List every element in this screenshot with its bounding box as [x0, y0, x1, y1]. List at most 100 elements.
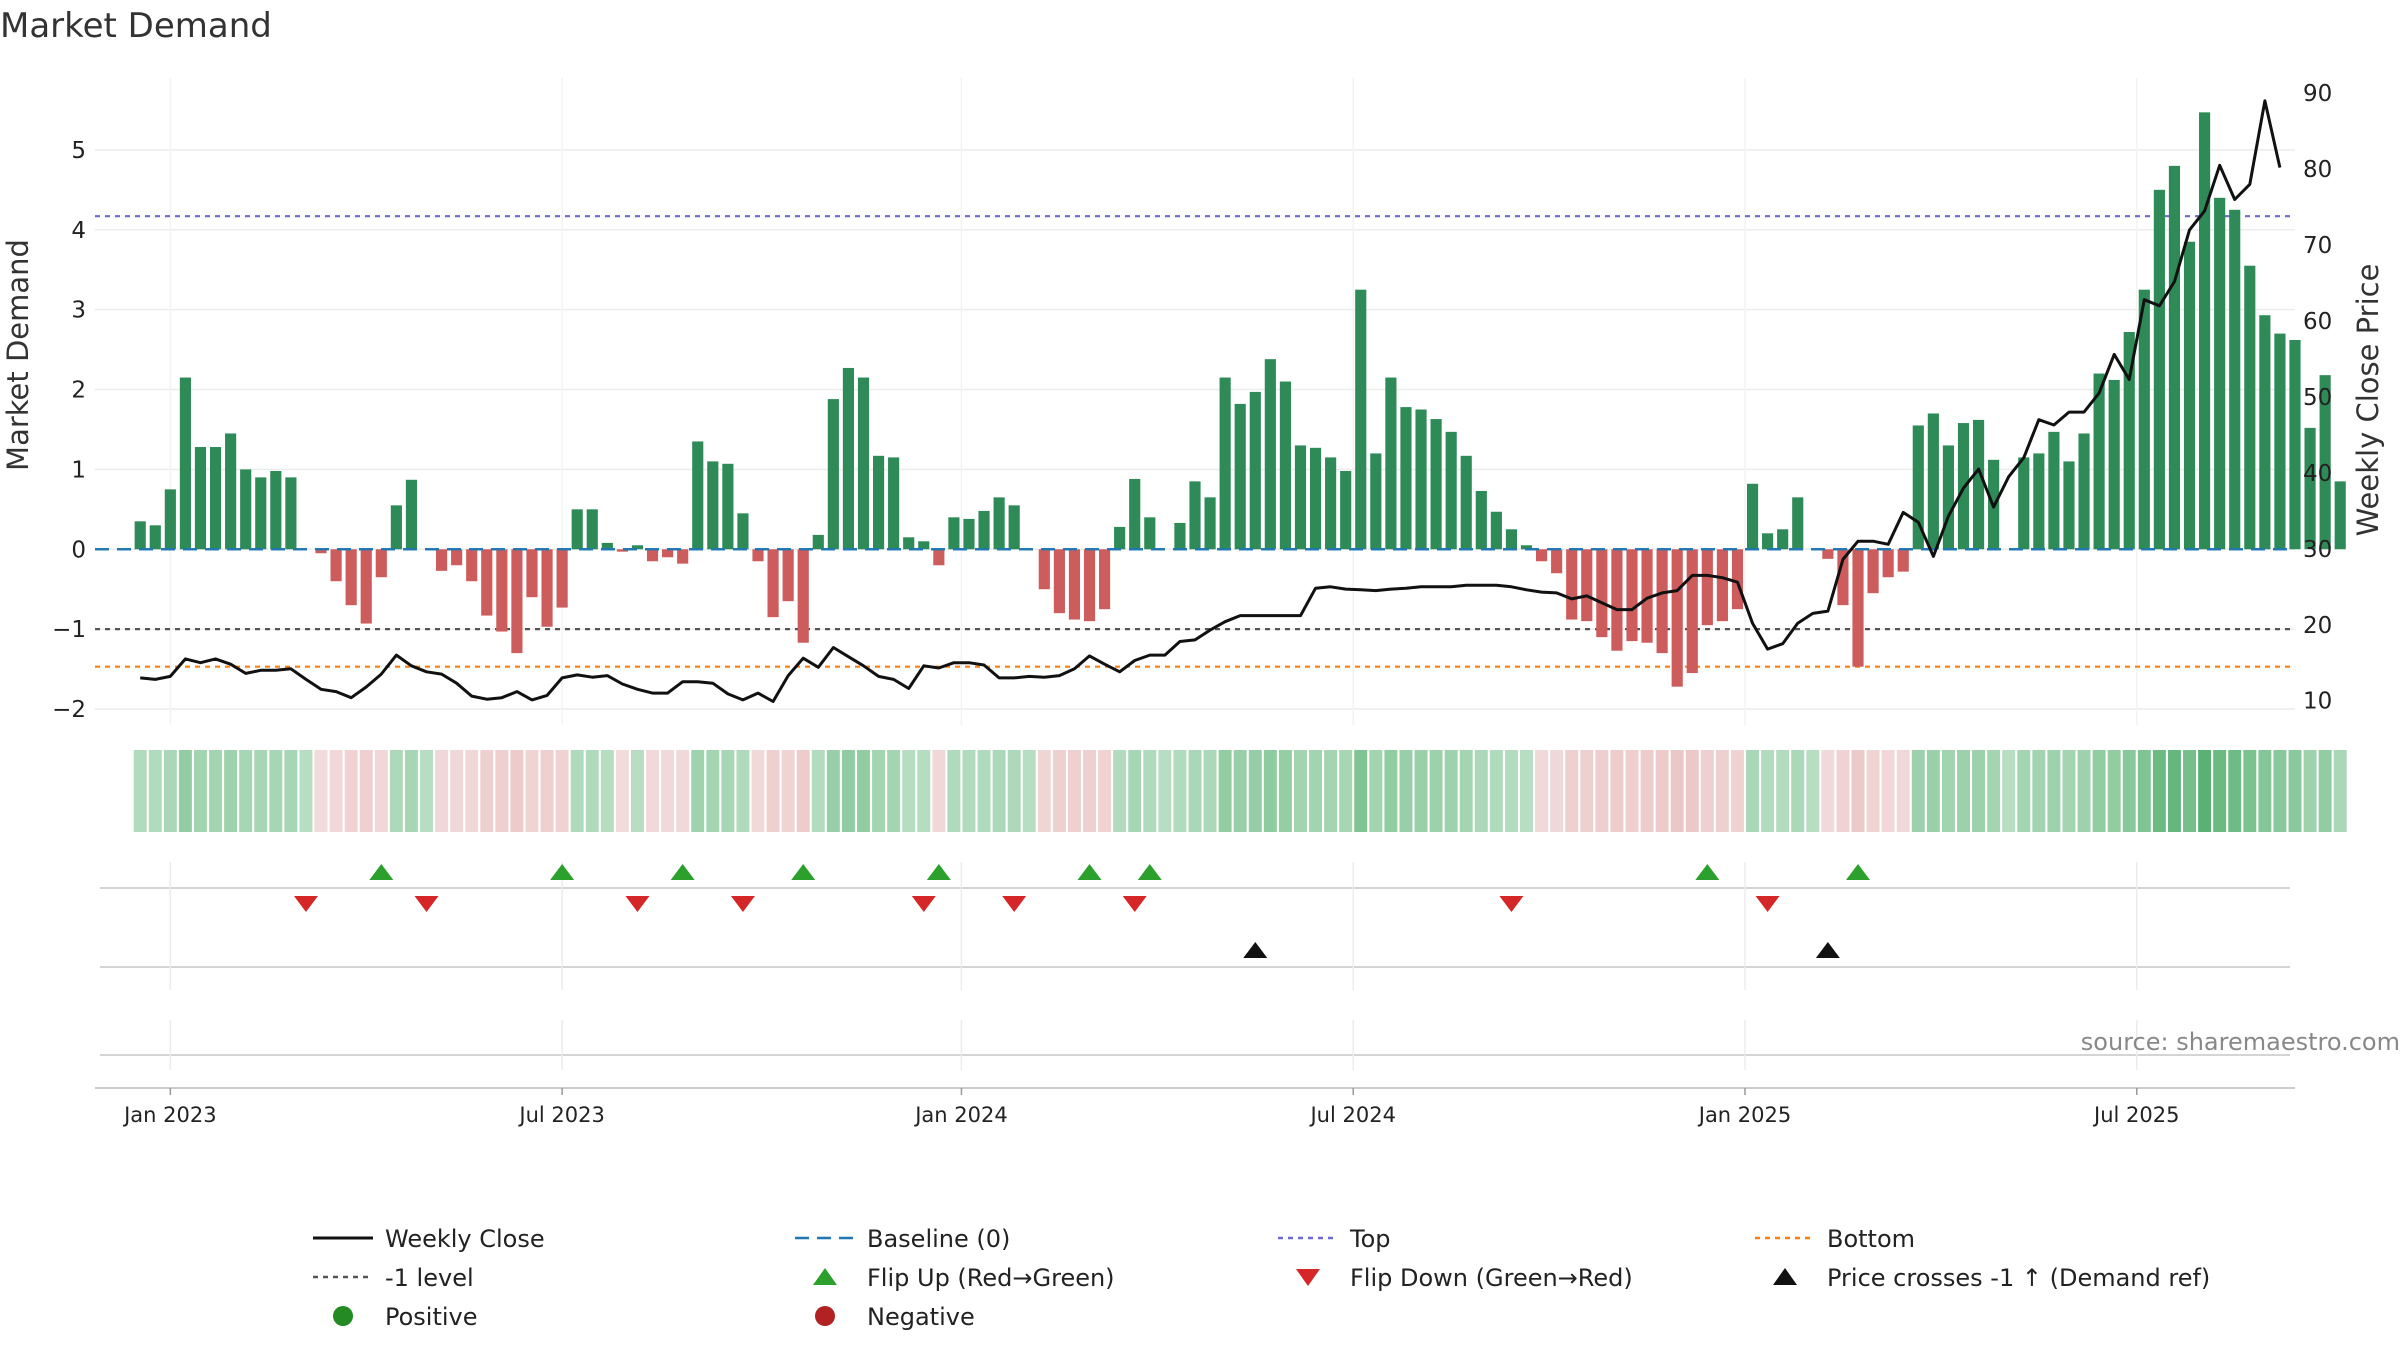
- demand-bar: [1340, 470, 1352, 550]
- demand-bar: [2138, 289, 2150, 550]
- demand-bar: [1882, 549, 1894, 578]
- legend-label: Negative: [867, 1303, 975, 1331]
- demand-bar: [1927, 413, 1939, 550]
- heat-cell: [2017, 750, 2031, 832]
- demand-bar: [2229, 209, 2241, 550]
- heat-cell: [1535, 750, 1549, 832]
- y-tick-label: 1: [71, 457, 86, 483]
- heat-cell: [1324, 750, 1338, 832]
- demand-bar: [1641, 549, 1653, 643]
- heat-cell: [1715, 750, 1729, 832]
- heat-cell: [495, 750, 509, 832]
- legend-item: Negative: [815, 1303, 975, 1331]
- y-tick-label: 3: [71, 298, 86, 324]
- legend: Weekly Close Baseline (0) Top Bottom -1 leve…: [313, 1225, 2210, 1331]
- legend-label: Top: [1349, 1225, 1391, 1253]
- heat-cell: [2333, 750, 2347, 832]
- demand-bar: [2183, 241, 2196, 550]
- heat-cell: [585, 750, 599, 832]
- heat-cell: [480, 750, 494, 832]
- demand-bar: [481, 549, 493, 616]
- flip-down-marker: [625, 896, 650, 912]
- demand-bar: [1731, 549, 1744, 610]
- legend-item: Flip Down (Green→Red): [1296, 1264, 1633, 1292]
- flip-up-marker: [1695, 864, 1720, 880]
- demand-bar: [225, 433, 237, 550]
- heat-cell: [1309, 750, 1323, 832]
- demand-bar: [1114, 526, 1126, 550]
- demand-bar: [692, 441, 704, 550]
- heat-cell: [691, 750, 705, 832]
- demand-bar: [1219, 377, 1231, 550]
- heat-cell: [1761, 750, 1775, 832]
- heat-cell: [1173, 750, 1187, 832]
- demand-bar: [285, 477, 297, 550]
- demand-bar: [601, 542, 613, 550]
- left-y-ticks: −2 −1 0 1 2 3 4 5: [52, 138, 86, 723]
- main-grid: [95, 78, 2295, 725]
- demand-bar: [1008, 505, 1020, 550]
- legend-label: -1 level: [385, 1264, 474, 1292]
- heat-cell: [1580, 750, 1594, 832]
- heat-cell: [2047, 750, 2061, 832]
- demand-bar: [2153, 189, 2165, 550]
- demand-bar: [526, 549, 538, 598]
- demand-bar: [134, 521, 146, 550]
- demand-bar: [541, 549, 553, 627]
- heat-cell: [811, 750, 825, 832]
- demand-bar: [842, 367, 854, 550]
- price-cross-marker: [1243, 942, 1268, 958]
- heat-cell: [1203, 750, 1217, 832]
- y2-tick-label: 40: [2303, 461, 2332, 487]
- heat-cell: [420, 750, 433, 832]
- demand-bar: [1430, 419, 1442, 550]
- demand-bar: [1566, 549, 1578, 620]
- demand-bar: [812, 534, 824, 550]
- demand-bar: [2078, 433, 2090, 550]
- demand-bar: [1520, 545, 1533, 550]
- demand-bar: [737, 513, 749, 550]
- heat-cell: [796, 750, 810, 832]
- legend-swatch: [813, 1268, 837, 1285]
- heat-cell: [1248, 750, 1262, 832]
- heat-cell: [1821, 750, 1835, 832]
- heat-cell: [1565, 750, 1579, 832]
- y-tick-label: −2: [52, 697, 86, 723]
- legend-item: Bottom: [1755, 1225, 1915, 1253]
- demand-bar: [888, 457, 900, 550]
- flip-down-marker: [414, 896, 439, 912]
- demand-bar: [1701, 549, 1713, 626]
- y2-tick-label: 90: [2303, 81, 2332, 107]
- chart-title: Market Demand: [0, 6, 272, 46]
- legend-swatch: [815, 1306, 835, 1326]
- demand-bar: [1551, 549, 1563, 574]
- heat-cell: [1098, 750, 1112, 832]
- demand-bar: [1490, 511, 1502, 550]
- weekly-close-line: [140, 99, 2282, 703]
- demand-bar: [466, 549, 478, 582]
- heat-cell: [2107, 750, 2121, 832]
- x-tick-label: Jan 2024: [913, 1103, 1008, 1127]
- heat-cell: [525, 750, 539, 832]
- heat-cell: [1896, 750, 1910, 832]
- y-tick-label: 0: [71, 537, 86, 563]
- price-cross-marker: [1815, 942, 1840, 958]
- demand-bar: [1852, 549, 1864, 667]
- heat-cell: [2032, 750, 2046, 832]
- demand-bar: [1174, 522, 1186, 550]
- heat-cell: [2213, 750, 2227, 832]
- legend-label: Positive: [385, 1303, 478, 1331]
- demand-bar: [2274, 333, 2286, 550]
- heat-cell: [1640, 750, 1654, 832]
- demand-bar: [405, 479, 418, 550]
- heat-cell: [1972, 750, 1986, 832]
- heat-cell: [1776, 750, 1790, 832]
- heat-cell: [1474, 750, 1488, 832]
- demand-bar: [1596, 549, 1608, 638]
- heat-cell: [1414, 750, 1428, 832]
- heat-cell: [1881, 750, 1895, 832]
- demand-bar: [827, 399, 839, 550]
- heat-cell: [1067, 750, 1081, 832]
- heat-cell: [826, 750, 840, 832]
- demand-bar: [993, 497, 1005, 550]
